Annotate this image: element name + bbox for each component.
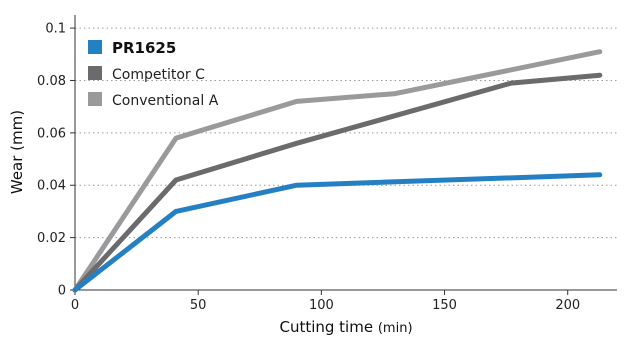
series-line-conventional-a — [72, 49, 603, 293]
legend-label: Conventional A — [112, 93, 219, 109]
y-tick-label: 0.08 — [37, 74, 66, 89]
x-axis-title: Cutting time (min) — [279, 318, 412, 336]
x-axis-title-main: Cutting time — [279, 318, 373, 336]
legend-swatch — [88, 66, 102, 80]
y-tick-label: 0.04 — [37, 179, 66, 194]
y-tick-label: 0 — [58, 284, 66, 299]
x-tick-label: 100 — [309, 298, 334, 313]
axes — [74, 15, 617, 291]
x-tick-labels: 0 50 100 150 200 — [71, 298, 580, 313]
series-lines — [72, 49, 603, 293]
y-tick-label: 0.06 — [37, 126, 66, 141]
x-tick-label: 150 — [432, 298, 457, 313]
legend-swatch — [88, 40, 102, 54]
x-tick-label: 50 — [190, 298, 207, 313]
y-tick-labels: 0 0.02 0.04 0.06 0.08 0.1 — [37, 22, 66, 299]
y-tick-label: 0.02 — [37, 231, 66, 246]
y-axis-title: Wear (mm) — [8, 110, 26, 194]
series-line-competitor-c — [72, 72, 603, 293]
legend-label: PR1625 — [112, 39, 176, 57]
y-tick-label: 0.1 — [45, 22, 66, 37]
legend-swatch — [88, 92, 102, 106]
legend: PR1625 Competitor C Conventional A — [88, 39, 219, 109]
x-tick-label: 200 — [555, 298, 580, 313]
x-axis-title-unit: (min) — [378, 321, 413, 336]
legend-label: Competitor C — [112, 67, 205, 83]
x-tick-label: 0 — [71, 298, 79, 313]
series-line-pr1625 — [72, 172, 603, 293]
